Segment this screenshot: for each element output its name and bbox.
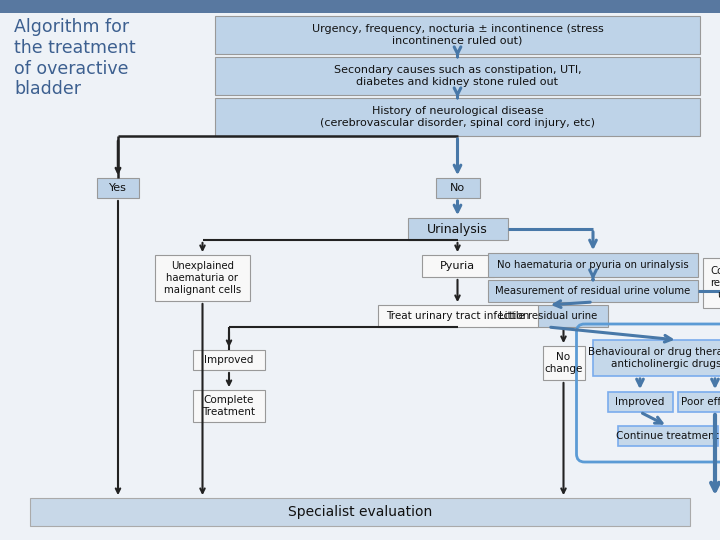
Text: Yes: Yes (109, 183, 127, 193)
Bar (608, 392, 672, 412)
Bar (436, 178, 480, 198)
Bar (215, 57, 700, 95)
Bar (155, 255, 250, 301)
Text: Urinalysis: Urinalysis (427, 222, 488, 235)
Bar (377, 305, 538, 327)
Bar (193, 350, 265, 370)
Text: Secondary causes such as constipation, UTI,
diabetes and kidney stone ruled out: Secondary causes such as constipation, U… (333, 65, 581, 87)
Text: No: No (450, 183, 465, 193)
Bar (593, 340, 720, 376)
Text: Poor efficacy: Poor efficacy (681, 397, 720, 407)
Text: Treat urinary tract infection: Treat urinary tract infection (386, 311, 529, 321)
Bar (703, 258, 720, 308)
Bar (542, 346, 585, 380)
Text: Copious
residual
urine: Copious residual urine (711, 266, 720, 300)
Text: Continue treatment: Continue treatment (616, 431, 719, 441)
Text: Urgency, frequency, nocturia ± incontinence (stress
incontinence ruled out): Urgency, frequency, nocturia ± incontine… (312, 24, 603, 46)
Text: Algorithm for
the treatment
of overactive
bladder: Algorithm for the treatment of overactiv… (14, 18, 135, 98)
Text: History of neurological disease
(cerebrovascular disorder, spinal cord injury, e: History of neurological disease (cerebro… (320, 106, 595, 128)
Bar (97, 178, 139, 198)
Bar (421, 255, 493, 277)
Bar (215, 98, 700, 136)
Bar (408, 218, 508, 240)
Bar (30, 498, 690, 526)
Text: No haematuria or pyuria on urinalysis: No haematuria or pyuria on urinalysis (497, 260, 689, 270)
Bar (678, 392, 720, 412)
Text: Improved: Improved (616, 397, 665, 407)
Bar (215, 16, 700, 54)
Text: Pyuria: Pyuria (440, 261, 475, 271)
Text: Unexplained
haematuria or
malignant cells: Unexplained haematuria or malignant cell… (164, 261, 241, 295)
Bar (488, 253, 698, 277)
Text: Measurement of residual urine volume: Measurement of residual urine volume (495, 286, 690, 296)
Bar (193, 390, 265, 422)
Text: Little residual urine: Little residual urine (499, 311, 597, 321)
Bar (0, 0, 720, 13)
Text: Specialist evaluation: Specialist evaluation (288, 505, 432, 519)
Bar (618, 426, 718, 446)
Bar (488, 280, 698, 302)
Text: Behavioural or drug therapy using
anticholinergic drugs, etc: Behavioural or drug therapy using antich… (588, 347, 720, 369)
Bar (488, 305, 608, 327)
Text: Improved: Improved (204, 355, 253, 365)
Text: Complete
Treatment: Complete Treatment (202, 395, 256, 417)
Text: No
change: No change (544, 352, 582, 374)
